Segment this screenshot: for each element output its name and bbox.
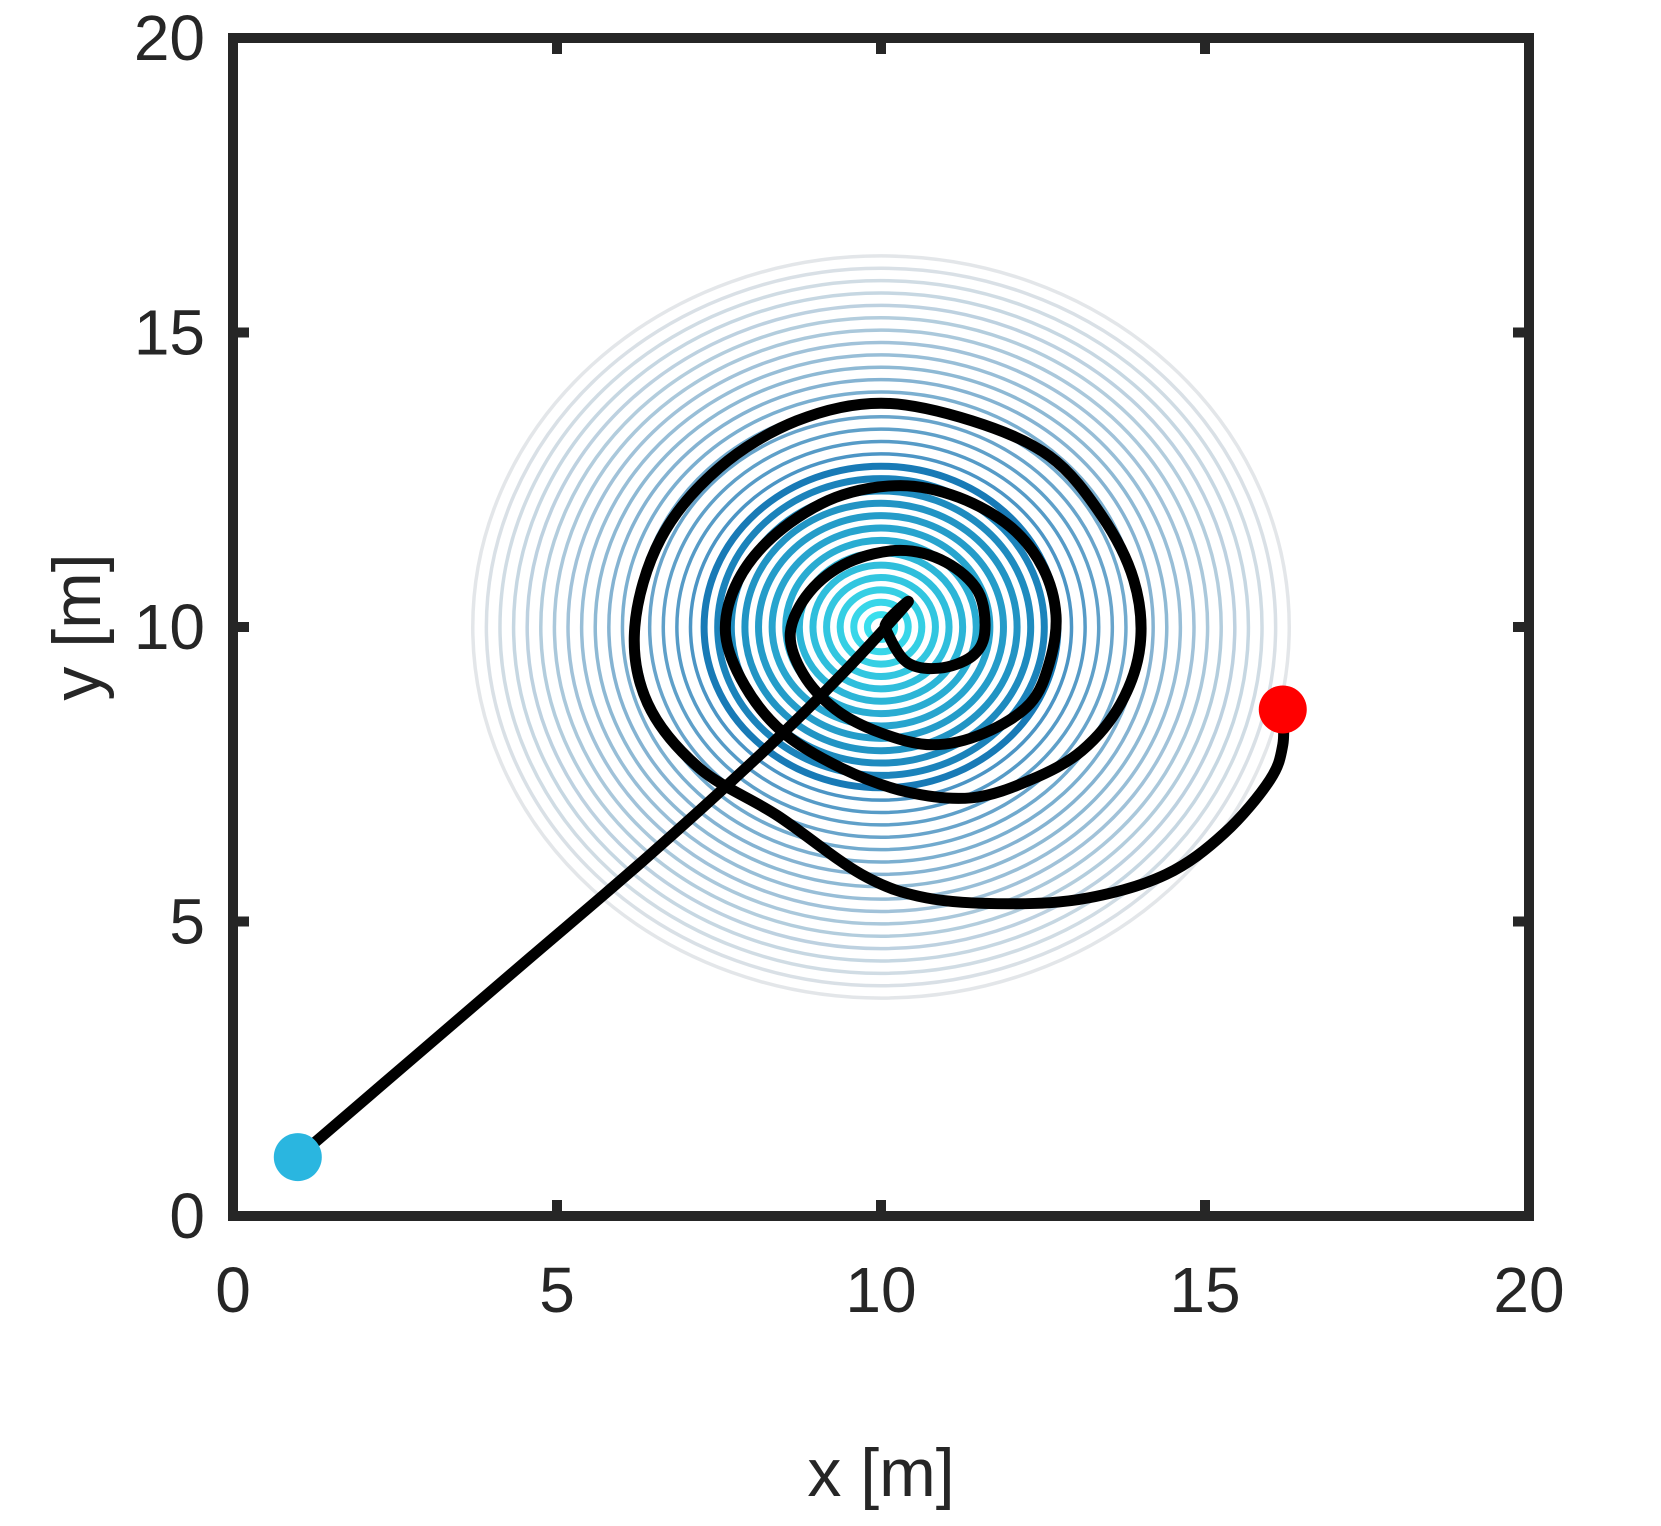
y-axis-label: y [m] <box>39 553 115 700</box>
trajectory-group <box>292 397 1290 1163</box>
contour-ring <box>688 452 1074 802</box>
contour-ring <box>836 586 926 668</box>
x-tick-label: 0 <box>215 1254 251 1326</box>
contour-ring <box>823 574 939 680</box>
x-tick-label: 20 <box>1493 1254 1564 1326</box>
contour-ring <box>566 340 1196 914</box>
end-marker <box>1258 685 1307 734</box>
contour-ring <box>484 266 1278 988</box>
contour-ring <box>850 598 912 656</box>
x-tick-label: 10 <box>845 1254 916 1326</box>
contour-ring <box>809 561 953 693</box>
tick-marks <box>233 38 1529 1216</box>
contour-ring <box>607 377 1155 877</box>
y-tick-label: 5 <box>169 886 205 958</box>
contour-ring <box>525 303 1237 951</box>
y-tick-label: 15 <box>134 297 205 369</box>
contour-ring <box>661 427 1101 827</box>
y-tick-label: 0 <box>169 1180 205 1252</box>
y-tick-label: 20 <box>134 2 205 74</box>
x-tick-labels: 0 5 10 15 20 <box>215 1254 1564 1326</box>
contour-ring <box>498 278 1264 976</box>
contour-ring <box>552 328 1210 926</box>
contour-ring <box>675 439 1087 815</box>
x-tick-label: 5 <box>539 1254 575 1326</box>
contour-ring <box>511 291 1251 963</box>
contour-ring <box>714 475 1048 779</box>
y-tick-label: 10 <box>134 591 205 663</box>
contour-ring <box>647 414 1115 840</box>
y-tick-labels: 0 5 10 15 20 <box>134 2 205 1252</box>
marker-group <box>273 685 1307 1182</box>
contour-ring <box>579 353 1183 901</box>
x-tick-label: 15 <box>1169 1254 1240 1326</box>
contour-ring <box>471 254 1291 1000</box>
contour-group <box>471 254 1291 1000</box>
contour-ring <box>539 316 1223 938</box>
contour-ring <box>741 499 1021 755</box>
start-marker <box>273 1133 322 1182</box>
trajectory-line <box>292 397 1290 1163</box>
x-axis-label: x [m] <box>807 1435 954 1511</box>
